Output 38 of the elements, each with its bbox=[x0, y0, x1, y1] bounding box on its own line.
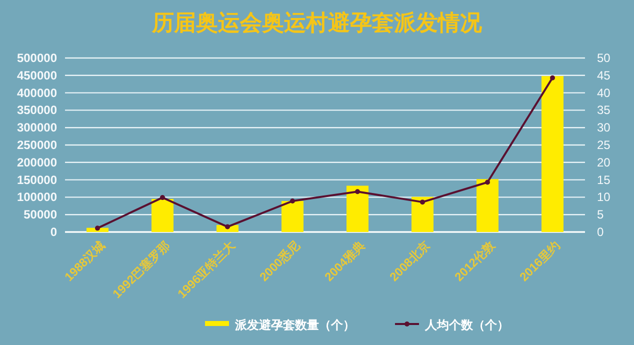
y-tick-label: 50000 bbox=[24, 208, 58, 222]
point bbox=[355, 189, 360, 194]
bar bbox=[282, 201, 304, 232]
y-tick-label: 450000 bbox=[16, 68, 58, 82]
y-tick-label: 400000 bbox=[16, 86, 58, 100]
y-tick-label: 200000 bbox=[16, 155, 58, 170]
bar bbox=[542, 76, 564, 232]
y2-tick-label: 30 bbox=[597, 120, 611, 135]
y-tick-label: 100000 bbox=[16, 190, 58, 204]
y-tick-label: 300000 bbox=[16, 120, 58, 135]
legend-label: 派发避孕套数量（个） bbox=[234, 318, 355, 332]
y-tick-label: 350000 bbox=[16, 103, 58, 118]
y2-tick-label: 10 bbox=[597, 190, 611, 204]
y2-tick-label: 15 bbox=[597, 172, 611, 187]
point bbox=[160, 195, 165, 200]
bar bbox=[152, 198, 174, 232]
bar bbox=[412, 196, 434, 232]
point bbox=[550, 75, 555, 80]
y-tick-label: 250000 bbox=[16, 138, 58, 152]
y-tick-label: 0 bbox=[50, 225, 58, 239]
y-tick-label: 150000 bbox=[16, 172, 58, 187]
point bbox=[420, 200, 425, 205]
y2-tick-label: 50 bbox=[597, 51, 611, 65]
y-tick-label: 500000 bbox=[16, 51, 58, 65]
legend-label: 人均个数（个） bbox=[424, 318, 509, 332]
y2-tick-label: 45 bbox=[597, 68, 611, 82]
y2-tick-label: 20 bbox=[597, 155, 611, 170]
y2-tick-label: 40 bbox=[597, 86, 611, 100]
y2-tick-label: 35 bbox=[597, 103, 611, 118]
bar bbox=[346, 186, 368, 232]
y2-tick-label: 0 bbox=[597, 225, 604, 239]
bar bbox=[476, 179, 498, 232]
point bbox=[290, 198, 295, 204]
title: 历届奥运会奥运村避孕套派发情况 bbox=[152, 10, 482, 35]
point bbox=[95, 226, 100, 231]
y2-tick-label: 25 bbox=[597, 138, 611, 152]
y2-tick-label: 5 bbox=[597, 208, 604, 222]
point bbox=[485, 180, 490, 185]
